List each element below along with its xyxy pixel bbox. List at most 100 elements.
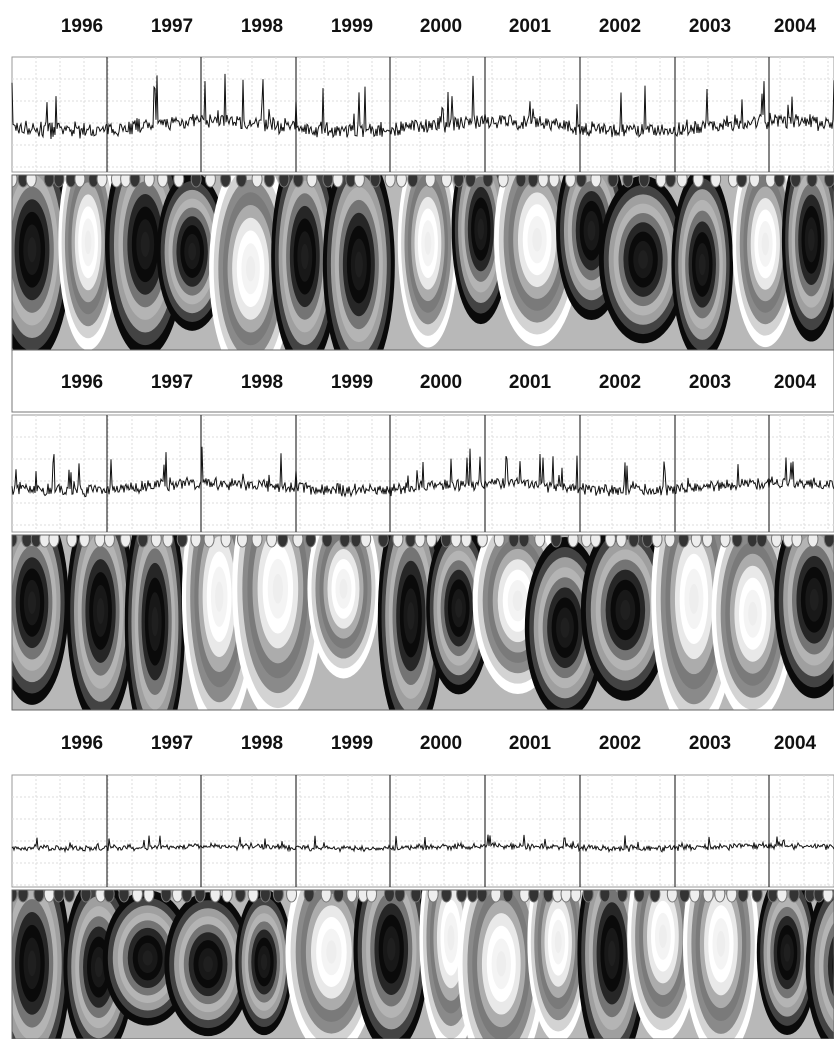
wavelet-tuft	[791, 535, 803, 548]
series-frame	[11, 774, 834, 888]
wavelet-tuft	[66, 535, 78, 548]
wavelet-ring	[260, 953, 268, 971]
wavelet-tuft	[823, 175, 834, 188]
wavelet-ring	[809, 588, 819, 611]
wavelet-tuft	[78, 535, 90, 548]
wavelet-tuft	[203, 535, 215, 548]
wavelet-tuft	[33, 890, 45, 903]
wavelet-tuft	[651, 535, 663, 548]
wavelet-ring	[608, 940, 616, 967]
wavelet-ring	[27, 591, 37, 615]
wavelet-tuft	[221, 890, 233, 903]
wavelet-tuft	[737, 890, 749, 903]
wavelet-tuft	[689, 890, 701, 903]
wavelet-tuft	[570, 890, 582, 903]
wavelet-ring	[203, 956, 213, 973]
wavelet-tuft	[405, 535, 417, 548]
wavelet-ring	[638, 250, 648, 269]
wavelet-ring	[424, 231, 432, 255]
wavelet-tuft	[63, 890, 75, 903]
wavelet-tuft	[564, 175, 576, 188]
wavelet-ring	[246, 256, 256, 282]
wavelet-tuft	[424, 175, 436, 188]
year-label: 2002	[599, 16, 641, 37]
wavelet-tuft	[482, 175, 494, 188]
wavelet-tuft	[746, 535, 758, 548]
wavelet-tuft	[493, 535, 505, 548]
wavelet-tuft	[137, 535, 149, 548]
year-label: 2003	[689, 733, 731, 754]
wavelet-tuft	[710, 175, 722, 188]
wavelet-tuft	[518, 535, 530, 548]
wavelet-ring	[455, 598, 463, 618]
time-series-trace	[11, 73, 834, 140]
wavelet-tuft	[204, 175, 216, 188]
wavelet-tuft	[53, 175, 65, 188]
wavelet-tuft	[590, 175, 602, 188]
wavelet-tuft	[806, 175, 818, 188]
wavelet-tuft	[234, 890, 246, 903]
year-label: 2002	[599, 372, 641, 393]
wavelet-ring	[827, 935, 834, 998]
wavelet-ring	[301, 243, 309, 270]
wavelet-tuft	[12, 890, 18, 903]
wavelet-map	[12, 175, 834, 350]
wavelet-tuft	[110, 175, 122, 188]
year-label: 2004	[774, 372, 817, 393]
wavelet-tuft	[235, 175, 247, 188]
wavelet-tuft	[410, 890, 422, 903]
wavelet-tuft	[277, 535, 289, 548]
year-label: 1998	[241, 16, 283, 37]
wavelet-tuft	[813, 890, 825, 903]
wavelet-tuft	[476, 890, 488, 903]
wavelet-ring	[326, 940, 337, 964]
year-label: 1996	[61, 16, 103, 37]
wavelet-tuft	[171, 890, 183, 903]
wavelet-ring	[215, 581, 224, 612]
wavelet-ring	[477, 218, 485, 240]
wavelet-tuft	[251, 175, 263, 188]
wavelet-ring	[698, 253, 706, 276]
wavelet-map	[12, 890, 834, 1039]
wavelet-tuft	[638, 175, 650, 188]
wavelet-tuft	[332, 175, 344, 188]
wavelet-ring	[407, 602, 415, 630]
wavelet-tuft	[339, 535, 351, 548]
wavelet-tuft	[665, 175, 677, 188]
wavelet-tuft	[220, 535, 232, 548]
wavelet-tuft	[74, 175, 86, 188]
wavelet-tuft	[527, 175, 539, 188]
wavelet-tuft	[39, 535, 51, 548]
wavelet-tuft	[508, 535, 520, 548]
wavelet-tuft	[173, 175, 185, 188]
wavelet-tuft	[450, 535, 462, 548]
wavelet-ring	[512, 590, 523, 612]
wavelet-tuft	[456, 890, 468, 903]
wavelet-tuft	[581, 535, 593, 548]
wavelet-tuft	[118, 890, 130, 903]
wavelet-tuft	[497, 175, 509, 188]
year-label: 1996	[61, 733, 103, 754]
wavelet-ring	[554, 930, 562, 954]
year-label: 2003	[689, 16, 731, 37]
wavelet-ring	[447, 925, 455, 951]
wavelet-tuft	[776, 890, 788, 903]
wavelet-tuft	[162, 535, 174, 548]
wavelet-tuft	[17, 890, 29, 903]
wavelet-ring	[496, 951, 507, 977]
wavelet-tuft	[160, 890, 172, 903]
wavelet-tuft	[350, 535, 362, 548]
wavelet-tuft	[615, 535, 627, 548]
wavelet-tuft	[306, 175, 318, 188]
wavelet-ring	[620, 599, 631, 621]
year-label: 2003	[689, 372, 731, 393]
wavelet-tuft	[460, 535, 472, 548]
wavelet-tuft	[678, 890, 690, 903]
wavelet-tuft	[649, 890, 661, 903]
wavelet-tuft	[21, 535, 33, 548]
wavelet-tuft	[407, 175, 419, 188]
wavelet-tuft	[440, 535, 452, 548]
wavelet-ring	[532, 227, 542, 252]
wavelet-frame	[11, 174, 834, 351]
wavelet-tuft	[322, 175, 334, 188]
